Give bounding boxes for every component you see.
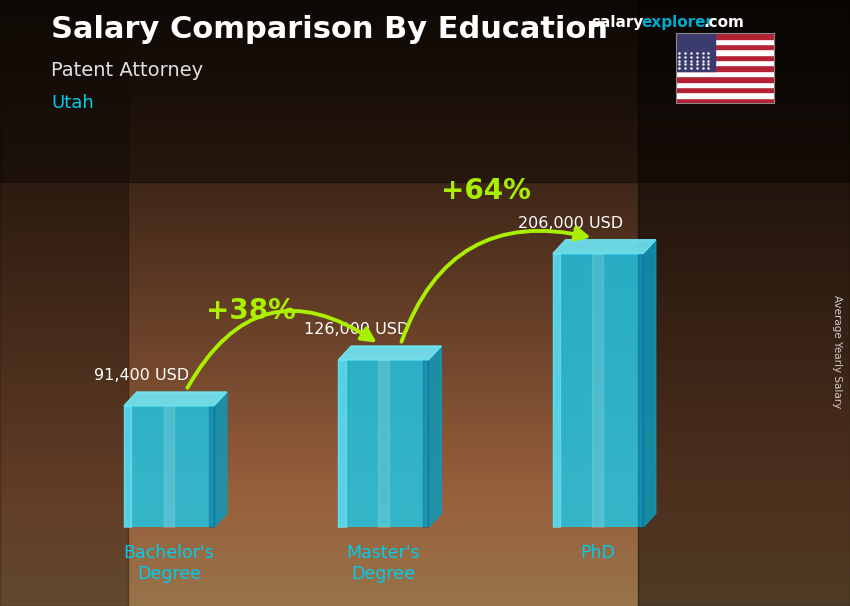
- Polygon shape: [124, 392, 227, 406]
- Polygon shape: [552, 240, 656, 253]
- Text: .com: .com: [704, 15, 745, 30]
- Text: Patent Attorney: Patent Attorney: [51, 61, 203, 79]
- Text: Utah: Utah: [51, 94, 94, 112]
- Text: 126,000 USD: 126,000 USD: [303, 322, 409, 338]
- Text: +38%: +38%: [206, 298, 296, 325]
- Bar: [124, 406, 214, 527]
- Text: Average Yearly Salary: Average Yearly Salary: [832, 295, 842, 408]
- Bar: [552, 253, 643, 527]
- Text: 91,400 USD: 91,400 USD: [94, 368, 190, 384]
- Polygon shape: [338, 346, 441, 360]
- Text: Salary Comparison By Education: Salary Comparison By Education: [51, 15, 608, 44]
- Bar: [338, 360, 428, 527]
- Polygon shape: [428, 346, 441, 527]
- Text: explorer: explorer: [642, 15, 714, 30]
- Polygon shape: [214, 392, 227, 527]
- Text: 206,000 USD: 206,000 USD: [518, 216, 623, 231]
- Text: salary: salary: [591, 15, 643, 30]
- Text: +64%: +64%: [441, 178, 531, 205]
- Polygon shape: [643, 240, 656, 527]
